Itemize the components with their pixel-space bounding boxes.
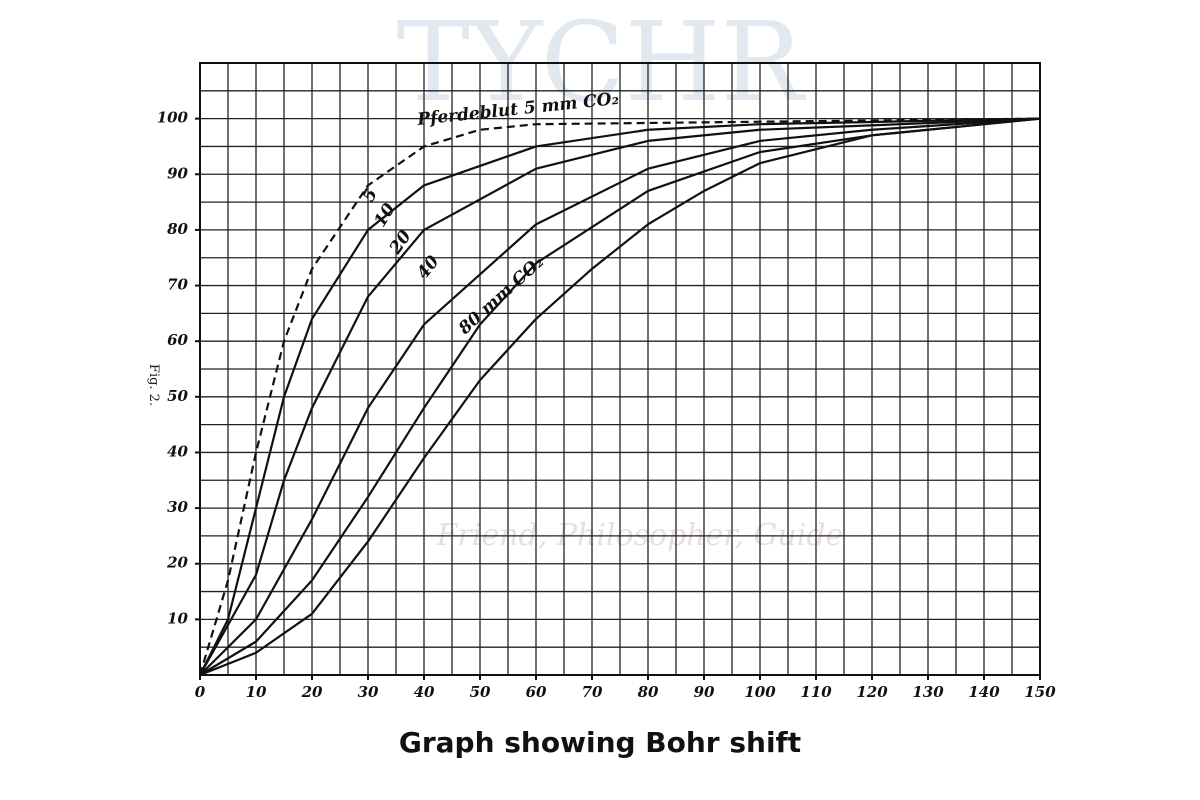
- x-tick-label: 90: [694, 683, 715, 701]
- x-tick-label: 100: [744, 683, 776, 701]
- curve: [199, 117, 1041, 676]
- annotation: Fig. 2.: [146, 364, 161, 406]
- curve-label: 20: [385, 227, 416, 259]
- x-tick-label: 110: [800, 683, 832, 701]
- y-tick-label: 60: [167, 331, 188, 349]
- y-tick-label: 70: [167, 276, 188, 294]
- x-tick-label: 150: [1024, 683, 1056, 701]
- plot-frame: [199, 62, 1041, 676]
- y-tick-label: 30: [167, 498, 188, 516]
- curve: [198, 117, 1041, 676]
- x-tick-label: 80: [638, 683, 659, 701]
- y-tick-label: 100: [157, 109, 189, 127]
- x-tick-label: 50: [470, 683, 491, 701]
- y-tick-label: 20: [166, 554, 188, 572]
- y-tick-label: 10: [167, 609, 188, 627]
- y-tick-label: 90: [167, 164, 188, 182]
- curve-label: 40: [413, 252, 443, 283]
- x-tick-label: 60: [526, 683, 547, 701]
- y-tick-label: 80: [167, 220, 188, 238]
- y-tick-label: 40: [167, 442, 188, 460]
- x-tick-label: 0: [195, 683, 206, 701]
- x-tick-label: 20: [301, 683, 323, 701]
- caption: Graph showing Bohr shift: [399, 726, 801, 759]
- x-tick-label: 120: [856, 683, 888, 701]
- x-tick-label: 40: [414, 683, 435, 701]
- x-tick-label: 10: [246, 683, 267, 701]
- curve: [199, 117, 1041, 676]
- x-tick-label: 130: [912, 683, 944, 701]
- x-tick-label: 140: [968, 683, 1000, 701]
- y-tick-label: 50: [167, 387, 188, 405]
- curve: [199, 117, 1041, 676]
- curve-label: 80 mm CO₂: [454, 252, 548, 339]
- curve: [199, 117, 1041, 677]
- curve: [199, 117, 1041, 676]
- x-tick-label: 70: [582, 683, 603, 701]
- x-tick-label: 30: [358, 683, 379, 701]
